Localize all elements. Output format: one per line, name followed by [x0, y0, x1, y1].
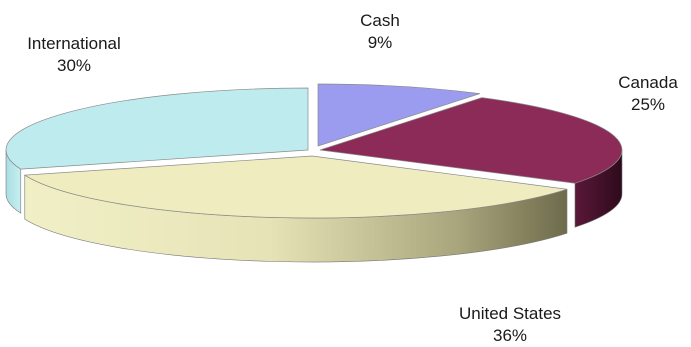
slice-percent-canada: 25%	[630, 95, 666, 114]
slice-name-cash: Cash	[360, 11, 400, 30]
slice-label-united-states: United States 36%	[440, 303, 580, 347]
slice-international	[5, 87, 309, 170]
slice-united-states	[23, 155, 568, 219]
slice-label-international: International 30%	[4, 33, 144, 77]
slice-percent-international: 30%	[56, 56, 92, 75]
slice-canada	[319, 97, 623, 184]
slice-label-canada: Canada 25%	[608, 72, 688, 116]
slice-cash	[317, 83, 480, 147]
slice-name-international: International	[27, 34, 121, 53]
slice-name-canada: Canada	[618, 73, 678, 92]
slice-label-cash: Cash 9%	[345, 10, 415, 54]
slice-percent-cash: 9%	[367, 33, 393, 52]
slice-percent-united-states: 36%	[492, 326, 528, 345]
slice-name-united-states: United States	[458, 304, 562, 323]
